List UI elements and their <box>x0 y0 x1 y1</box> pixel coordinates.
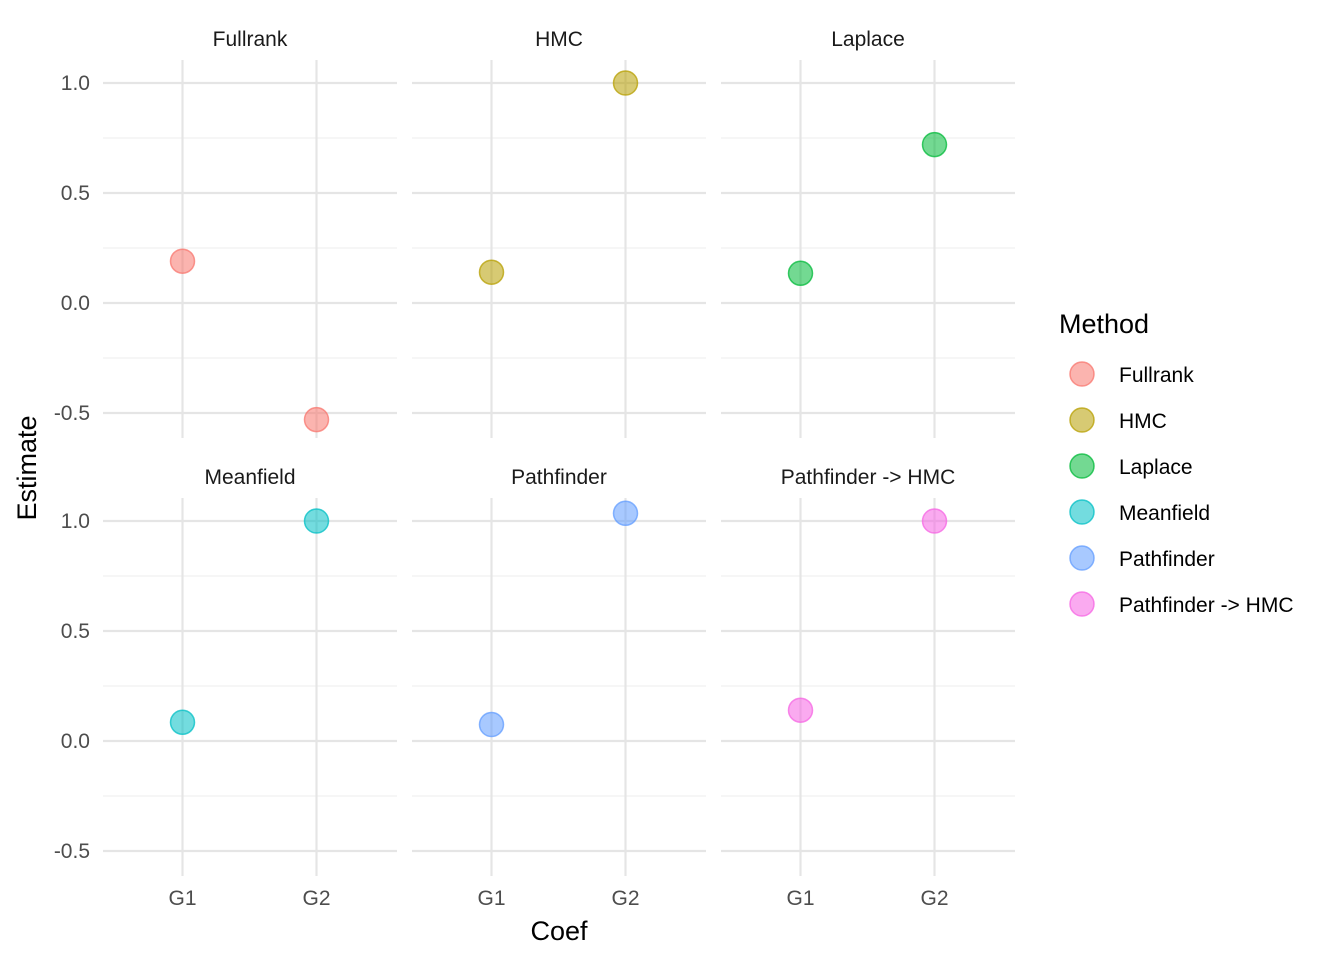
y-tick-label: 0.0 <box>61 730 90 753</box>
x-axis-ticks: G1 G2 G1 G2 G1 G2 <box>168 887 948 910</box>
x-axis-title: Coef <box>530 916 588 946</box>
panel-title: Laplace <box>831 28 905 51</box>
legend-label: Pathfinder <box>1119 548 1215 571</box>
panel-title: HMC <box>535 28 583 51</box>
y-tick-label: 1.0 <box>61 72 90 95</box>
data-point-laplace-g2 <box>921 131 948 158</box>
legend-item-pathfinder: Pathfinder <box>1069 545 1215 571</box>
legend-label: Meanfield <box>1119 502 1210 525</box>
data-point-meanfield-g2 <box>303 508 330 534</box>
legend-key-marker <box>1069 499 1095 525</box>
panel-meanfield: Meanfield <box>103 466 397 876</box>
y-axis-ticks: -0.5 0.0 0.5 1.0 -0.5 0.0 0.5 1.0 <box>54 72 90 863</box>
panel-pathfinder-hmc: Pathfinder -> HMC <box>721 466 1015 876</box>
data-point-laplace-g1 <box>787 260 814 287</box>
legend-item-meanfield: Meanfield <box>1069 499 1210 525</box>
y-tick-label: -0.5 <box>54 402 90 425</box>
legend-key-marker <box>1069 361 1095 387</box>
legend-key-marker <box>1069 591 1095 617</box>
legend-item-pathfinder-hmc: Pathfinder -> HMC <box>1069 591 1293 617</box>
x-tick-label: G2 <box>611 887 639 910</box>
y-tick-label: -0.5 <box>54 840 90 863</box>
data-point-hmc-g2 <box>612 70 639 96</box>
panel-title: Meanfield <box>204 466 295 489</box>
x-tick-label: G2 <box>920 887 948 910</box>
y-tick-label: 0.0 <box>61 292 90 315</box>
data-point-pathfinder-hmc-g1 <box>787 697 814 723</box>
data-point-pathfinder-hmc-g2 <box>921 508 948 534</box>
panel-title: Pathfinder <box>511 466 607 489</box>
data-point-fullrank-g1 <box>169 248 196 274</box>
legend-title: Method <box>1059 309 1149 339</box>
legend-label: Fullrank <box>1119 364 1194 387</box>
x-tick-label: G1 <box>168 887 196 910</box>
x-tick-label: G1 <box>786 887 814 910</box>
data-point-hmc-g1 <box>478 259 505 285</box>
legend-item-laplace: Laplace <box>1069 453 1193 479</box>
legend-label: HMC <box>1119 410 1167 433</box>
panels: Fullrank HMC Laplace Meanfield Pathfinder Pat… <box>103 28 1015 876</box>
y-axis-title: Estimate <box>12 415 42 520</box>
panel-title: Pathfinder -> HMC <box>781 466 955 489</box>
legend-key-marker <box>1069 407 1095 433</box>
data-point-pathfinder-g2 <box>612 500 639 527</box>
y-tick-label: 0.5 <box>61 182 90 205</box>
panel-fullrank: Fullrank <box>103 28 397 438</box>
panel-hmc: HMC <box>412 28 706 438</box>
panel-pathfinder: Pathfinder <box>412 466 706 876</box>
panel-title: Fullrank <box>213 28 288 51</box>
y-tick-label: 0.5 <box>61 620 90 643</box>
data-point-pathfinder-g1 <box>478 711 505 738</box>
x-tick-label: G2 <box>302 887 330 910</box>
legend-key-marker <box>1069 545 1095 571</box>
panel-laplace: Laplace <box>721 28 1015 438</box>
legend-label: Pathfinder -> HMC <box>1119 594 1293 617</box>
legend-label: Laplace <box>1119 456 1193 479</box>
y-tick-label: 1.0 <box>61 510 90 533</box>
data-point-meanfield-g1 <box>169 709 196 736</box>
legend-item-fullrank: Fullrank <box>1069 361 1194 387</box>
x-tick-label: G1 <box>477 887 505 910</box>
legend-key-marker <box>1069 453 1095 479</box>
legend-item-hmc: HMC <box>1069 407 1167 433</box>
data-point-fullrank-g2 <box>303 406 330 433</box>
legend: Method Fullrank HMC Laplace Meanfield Pathfi… <box>1059 309 1293 617</box>
